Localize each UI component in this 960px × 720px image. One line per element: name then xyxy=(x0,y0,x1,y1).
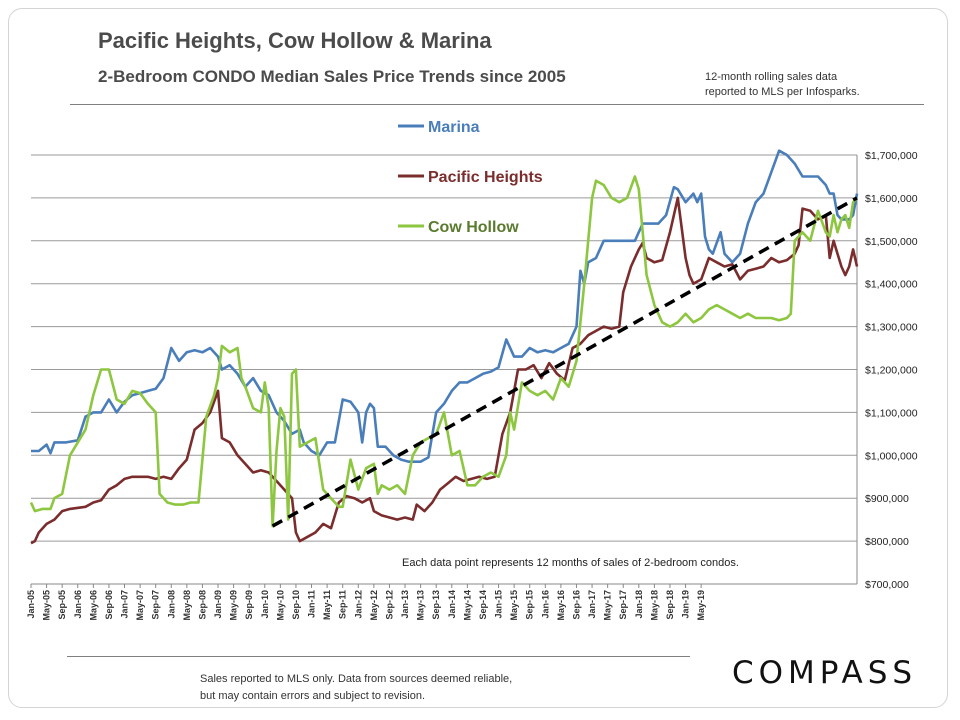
y-tick-label: $1,600,000 xyxy=(865,193,918,205)
y-tick-label: $1,500,000 xyxy=(865,236,918,248)
y-tick-label: $700,000 xyxy=(865,579,909,591)
page-subtitle: 2-Bedroom CONDO Median Sales Price Trend… xyxy=(98,67,566,86)
x-tick-label: May-08 xyxy=(182,590,192,621)
series-line-marina xyxy=(31,149,859,463)
y-tick-label: $800,000 xyxy=(865,536,909,548)
x-tick-label: Sep-11 xyxy=(338,590,348,619)
y-tick-label: $900,000 xyxy=(865,493,909,505)
x-tick-label: Sep-13 xyxy=(431,590,441,620)
x-tick-label: Sep-18 xyxy=(665,590,675,620)
x-tick-label: May-12 xyxy=(369,590,379,621)
legend-label-marina: Marina xyxy=(428,119,480,136)
y-tick-label: $1,000,000 xyxy=(865,450,918,462)
y-tick-label: $1,300,000 xyxy=(865,322,918,334)
x-tick-label: May-07 xyxy=(135,590,145,621)
x-tick-label: May-18 xyxy=(649,590,659,621)
x-tick-label: May-14 xyxy=(462,590,472,621)
x-tick-label: Jan-19 xyxy=(681,590,691,619)
x-tick-label: May-10 xyxy=(275,590,285,621)
footer-disclaimer-line-2: but may contain errors and subject to re… xyxy=(200,690,426,702)
x-tick-label: Jan-18 xyxy=(634,590,644,619)
x-tick-label: Sep-06 xyxy=(104,590,114,620)
x-tick-label: May-05 xyxy=(42,590,52,621)
x-tick-label: Jan-14 xyxy=(447,590,457,619)
x-tick-label: May-09 xyxy=(229,590,239,621)
x-tick-label: Sep-14 xyxy=(478,590,488,620)
source-note-line-2: reported to MLS per Infosparks. xyxy=(705,86,860,98)
y-tick-label: $1,100,000 xyxy=(865,407,918,419)
y-tick-label: $1,400,000 xyxy=(865,279,918,291)
x-tick-label: May-19 xyxy=(696,590,706,621)
x-tick-label: Jan-12 xyxy=(353,590,363,619)
x-tick-label: May-13 xyxy=(416,590,426,621)
x-tick-label: Sep-16 xyxy=(571,590,581,620)
x-tick-label: May-06 xyxy=(88,590,98,621)
x-tick-label: May-15 xyxy=(509,590,519,621)
x-tick-label: Sep-15 xyxy=(525,590,535,620)
x-tick-label: Sep-12 xyxy=(384,590,394,620)
footer-disclaimer: Sales reported to MLS only. Data from so… xyxy=(200,671,512,705)
legend-label-cow-hollow: Cow Hollow xyxy=(428,219,519,236)
page-title: Pacific Heights, Cow Hollow & Marina xyxy=(98,28,492,53)
source-note: 12-month rolling sales data reported to … xyxy=(705,70,860,100)
chart-annotation: Each data point represents 12 months of … xyxy=(402,557,739,569)
x-tick-label: Sep-09 xyxy=(244,590,254,620)
x-tick-label: Jan-13 xyxy=(400,590,410,619)
header-divider xyxy=(70,104,924,105)
x-tick-label: Jan-15 xyxy=(494,590,504,619)
x-tick-label: Jan-08 xyxy=(166,590,176,619)
x-tick-label: Jan-10 xyxy=(260,590,270,619)
x-tick-label: May-17 xyxy=(603,590,613,621)
x-tick-label: Jan-06 xyxy=(73,590,83,619)
x-tick-label: Jan-05 xyxy=(26,590,36,619)
x-tick-label: Sep-07 xyxy=(151,590,161,620)
source-note-line-1: 12-month rolling sales data xyxy=(705,71,838,83)
trendline xyxy=(271,196,858,528)
x-tick-label: Jan-16 xyxy=(540,590,550,619)
compass-logo: COMPASS xyxy=(732,655,918,691)
x-tick-label: Sep-05 xyxy=(57,590,67,620)
series-line-pacific-heights xyxy=(30,196,859,545)
x-tick-label: Jan-17 xyxy=(587,590,597,619)
x-tick-label: May-11 xyxy=(322,590,332,620)
x-tick-label: Jan-11 xyxy=(307,590,317,618)
x-tick-label: Sep-10 xyxy=(291,590,301,620)
x-tick-label: Sep-08 xyxy=(197,590,207,620)
x-tick-label: Jan-07 xyxy=(120,590,130,619)
footer-divider xyxy=(67,656,690,657)
slide-frame xyxy=(8,8,948,708)
legend-label-pacific-heights: Pacific Heights xyxy=(428,169,543,186)
footer-disclaimer-line-1: Sales reported to MLS only. Data from so… xyxy=(200,673,513,685)
x-tick-label: Sep-17 xyxy=(618,590,628,620)
y-tick-label: $1,200,000 xyxy=(865,365,918,377)
x-tick-label: Jan-09 xyxy=(213,590,223,619)
x-tick-label: May-16 xyxy=(556,590,566,621)
y-tick-label: $1,700,000 xyxy=(865,150,918,162)
